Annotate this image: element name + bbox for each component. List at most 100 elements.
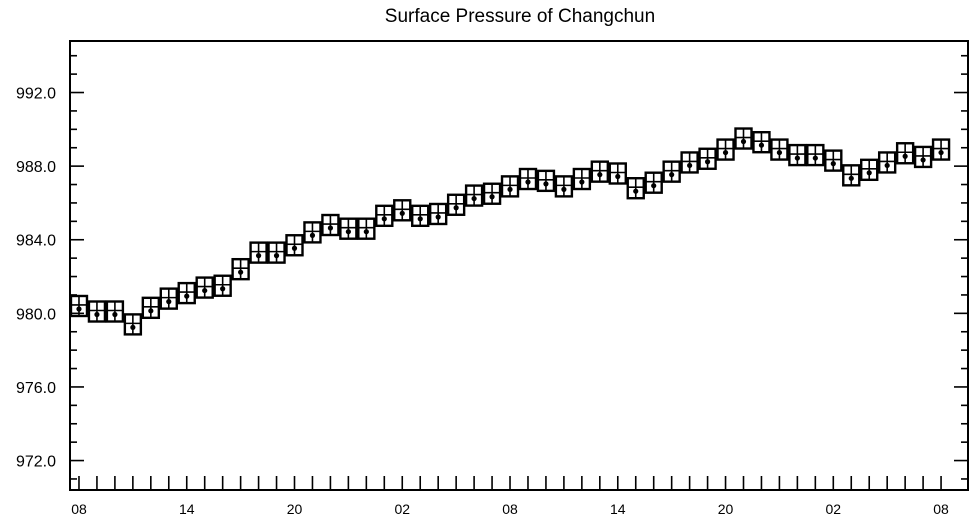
data-point <box>213 274 232 297</box>
data-point-dot <box>848 175 854 181</box>
data-point <box>393 199 412 222</box>
data-point <box>69 294 89 318</box>
x-tick-label: 14 <box>179 501 195 517</box>
data-point-dot <box>184 293 190 299</box>
data-point-dot <box>76 306 82 312</box>
data-point-dot <box>920 157 926 163</box>
data-point <box>159 287 178 310</box>
data-point <box>500 175 520 198</box>
y-tick-label: 992.0 <box>16 86 56 103</box>
x-tick-label: 08 <box>71 501 87 517</box>
data-point <box>877 151 897 174</box>
data-point <box>554 175 574 198</box>
data-point-dot <box>561 186 567 192</box>
x-tick-label: 08 <box>502 501 518 517</box>
data-point-dot <box>112 311 118 318</box>
data-point <box>770 138 789 161</box>
data-point <box>931 138 951 161</box>
data-point <box>249 241 268 264</box>
data-point-dot <box>669 172 675 178</box>
data-point <box>446 193 466 216</box>
data-point <box>734 127 753 150</box>
data-point-dot <box>453 205 459 211</box>
x-tick-label: 02 <box>394 501 410 517</box>
y-tick-label: 980.0 <box>16 306 56 323</box>
data-point <box>411 204 430 228</box>
data-point <box>123 313 143 336</box>
data-point <box>590 160 610 183</box>
chart-title: Surface Pressure of Changchun <box>385 6 655 27</box>
data-point-dot <box>938 149 944 156</box>
data-point <box>141 296 161 320</box>
x-tick-label: 20 <box>718 501 734 517</box>
data-point-dot <box>830 161 836 167</box>
data-point-dot <box>794 155 800 161</box>
data-point-dot <box>543 181 549 187</box>
data-point <box>824 149 843 172</box>
data-point-dot <box>94 311 100 318</box>
data-point-dot <box>740 138 747 145</box>
data-point <box>195 276 214 299</box>
data-point-dot <box>345 229 351 235</box>
data-point-dot <box>525 179 531 185</box>
data-point <box>428 202 448 226</box>
x-tick-label: 02 <box>826 501 842 517</box>
data-point-dot <box>399 210 405 216</box>
data-point <box>842 164 861 187</box>
data-point <box>860 158 879 182</box>
data-point-dot <box>291 245 298 251</box>
data-point-dot <box>812 155 818 161</box>
data-point-dot <box>687 162 693 169</box>
data-point-dot <box>866 170 872 176</box>
data-point-dot <box>902 153 908 159</box>
data-point-dot <box>130 324 136 330</box>
data-point <box>752 131 771 154</box>
data-point <box>482 182 502 205</box>
data-point-dot <box>309 232 316 238</box>
data-point-dot <box>238 269 244 275</box>
data-point <box>572 167 592 191</box>
data-point-dot <box>579 179 585 185</box>
data-point-dot <box>417 216 423 222</box>
data-point <box>536 169 556 193</box>
data-point <box>788 143 807 167</box>
axis-ticks <box>70 54 968 490</box>
data-point <box>375 204 394 228</box>
data-point <box>608 162 627 185</box>
data-point-dot <box>220 286 226 292</box>
data-point <box>518 167 538 191</box>
data-point <box>895 142 915 165</box>
data-point <box>285 234 304 257</box>
data-point-dot <box>776 149 783 156</box>
data-point <box>644 171 663 194</box>
data-point-dot <box>327 225 334 231</box>
data-point-dot <box>273 253 280 259</box>
plot-area-frame <box>69 40 969 491</box>
pressure-series <box>69 127 951 336</box>
data-point-dot <box>507 186 513 192</box>
data-point-dot <box>363 229 369 235</box>
data-point-dot <box>435 214 441 220</box>
data-point <box>357 217 376 240</box>
x-tick-label: 20 <box>287 501 303 517</box>
data-point <box>231 257 250 281</box>
data-point-dot <box>471 195 477 202</box>
data-point <box>87 300 107 323</box>
data-point-dot <box>166 299 172 305</box>
data-point-dot <box>489 194 495 200</box>
data-point <box>464 184 484 207</box>
y-tick-label: 988.0 <box>16 159 56 176</box>
data-point <box>267 241 286 264</box>
data-point-dot <box>758 142 765 148</box>
data-point <box>680 151 699 174</box>
data-point-dot <box>148 308 154 314</box>
data-point-dot <box>704 159 711 165</box>
x-axis-tick-labels: 08 14 20 02 08 14 20 02 08 <box>71 501 949 517</box>
y-tick-label: 984.0 <box>16 233 56 250</box>
x-tick-label: 14 <box>610 501 626 517</box>
y-axis-tick-labels: 972.0 976.0 980.0 984.0 988.0 992.0 <box>16 86 56 471</box>
data-point <box>626 177 645 200</box>
data-point <box>177 281 196 305</box>
x-tick-label: 08 <box>933 501 949 517</box>
